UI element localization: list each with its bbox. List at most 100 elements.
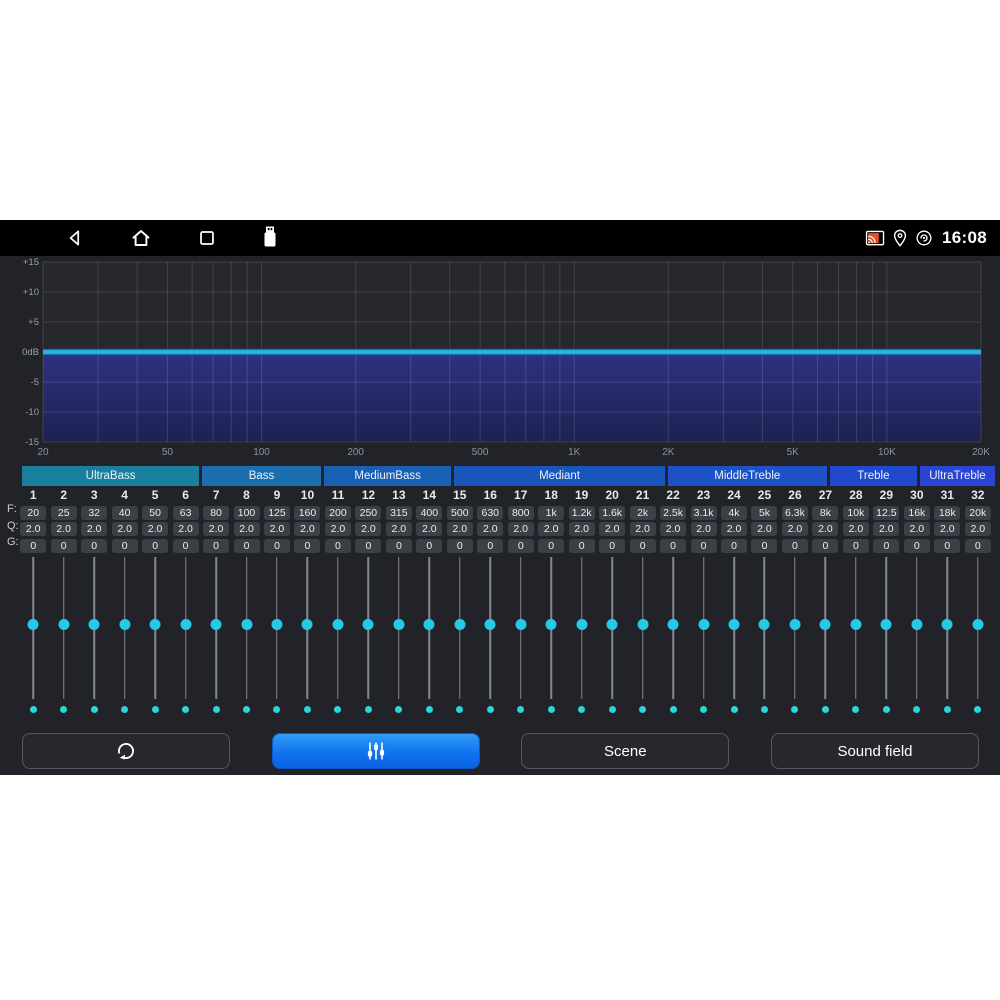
slider-thumb[interactable] xyxy=(301,618,313,630)
gain-slider[interactable] xyxy=(292,556,322,699)
band-q-value[interactable]: 2.0 xyxy=(477,522,504,536)
slider-thumb[interactable] xyxy=(180,618,192,630)
band-gain-value[interactable]: 0 xyxy=(934,538,961,553)
band-gain-value[interactable]: 0 xyxy=(385,538,412,553)
band-q-value[interactable]: 2.0 xyxy=(385,522,412,536)
band-gain-value[interactable]: 0 xyxy=(964,538,991,553)
band-gain-value[interactable]: 0 xyxy=(111,538,138,553)
band-frequency-value[interactable]: 3.1k xyxy=(690,505,717,520)
band-q-value[interactable]: 2.0 xyxy=(690,522,717,536)
gain-slider[interactable] xyxy=(445,556,475,699)
band-gain-value[interactable]: 0 xyxy=(599,538,626,553)
band-gain-value[interactable]: 0 xyxy=(568,538,595,553)
band-frequency-value[interactable]: 40 xyxy=(111,505,138,520)
gain-slider[interactable] xyxy=(963,556,993,699)
gain-slider[interactable] xyxy=(871,556,901,699)
band-frequency-value[interactable]: 315 xyxy=(385,505,412,520)
gain-slider[interactable] xyxy=(384,556,414,699)
band-frequency-value[interactable]: 20 xyxy=(20,505,47,520)
band-gain-value[interactable]: 0 xyxy=(263,538,290,553)
slider-thumb[interactable] xyxy=(911,618,923,630)
slider-thumb[interactable] xyxy=(758,618,770,630)
slider-thumb[interactable] xyxy=(850,618,862,630)
gain-slider[interactable] xyxy=(566,556,596,699)
band-q-value[interactable]: 2.0 xyxy=(751,522,778,536)
slider-thumb[interactable] xyxy=(972,618,984,630)
slider-thumb[interactable] xyxy=(576,618,588,630)
band-frequency-value[interactable]: 6.3k xyxy=(781,505,808,520)
gain-slider[interactable] xyxy=(688,556,718,699)
band-gain-value[interactable]: 0 xyxy=(751,538,778,553)
gain-slider[interactable] xyxy=(231,556,261,699)
sound-field-button[interactable]: Sound field xyxy=(770,733,979,769)
band-gain-value[interactable]: 0 xyxy=(660,538,687,553)
slider-thumb[interactable] xyxy=(698,618,710,630)
band-frequency-value[interactable]: 18k xyxy=(934,505,961,520)
slider-thumb[interactable] xyxy=(728,618,740,630)
band-frequency-value[interactable]: 1.2k xyxy=(568,505,595,520)
band-q-value[interactable]: 2.0 xyxy=(20,522,47,536)
gain-slider[interactable] xyxy=(48,556,78,699)
slider-thumb[interactable] xyxy=(606,618,618,630)
slider-thumb[interactable] xyxy=(241,618,253,630)
slider-thumb[interactable] xyxy=(789,618,801,630)
band-q-value[interactable]: 2.0 xyxy=(842,522,869,536)
slider-thumb[interactable] xyxy=(271,618,283,630)
band-gain-value[interactable]: 0 xyxy=(538,538,565,553)
band-q-value[interactable]: 2.0 xyxy=(263,522,290,536)
band-gain-value[interactable]: 0 xyxy=(233,538,260,553)
gain-slider[interactable] xyxy=(627,556,657,699)
gain-slider[interactable] xyxy=(719,556,749,699)
band-group-mediant[interactable]: Mediant xyxy=(454,466,665,486)
gain-slider[interactable] xyxy=(597,556,627,699)
gain-slider[interactable] xyxy=(201,556,231,699)
band-gain-value[interactable]: 0 xyxy=(507,538,534,553)
equalizer-button[interactable] xyxy=(271,733,480,769)
band-frequency-value[interactable]: 400 xyxy=(416,505,443,520)
band-q-value[interactable]: 2.0 xyxy=(934,522,961,536)
band-q-value[interactable]: 2.0 xyxy=(812,522,839,536)
slider-thumb[interactable] xyxy=(941,618,953,630)
slider-thumb[interactable] xyxy=(58,618,70,630)
band-q-value[interactable]: 2.0 xyxy=(172,522,199,536)
band-q-value[interactable]: 2.0 xyxy=(294,522,321,536)
band-q-value[interactable]: 2.0 xyxy=(81,522,108,536)
band-gain-value[interactable]: 0 xyxy=(477,538,504,553)
band-frequency-value[interactable]: 8k xyxy=(812,505,839,520)
gain-slider[interactable] xyxy=(506,556,536,699)
band-frequency-value[interactable]: 4k xyxy=(721,505,748,520)
band-group-treble[interactable]: Treble xyxy=(829,466,917,486)
band-gain-value[interactable]: 0 xyxy=(781,538,808,553)
gain-slider[interactable] xyxy=(536,556,566,699)
band-gain-value[interactable]: 0 xyxy=(172,538,199,553)
slider-thumb[interactable] xyxy=(332,618,344,630)
band-q-value[interactable]: 2.0 xyxy=(629,522,656,536)
band-q-value[interactable]: 2.0 xyxy=(50,522,77,536)
slider-thumb[interactable] xyxy=(484,618,496,630)
slider-thumb[interactable] xyxy=(515,618,527,630)
gain-slider[interactable] xyxy=(79,556,109,699)
band-gain-value[interactable]: 0 xyxy=(873,538,900,553)
band-gain-value[interactable]: 0 xyxy=(812,538,839,553)
band-frequency-value[interactable]: 80 xyxy=(203,505,230,520)
band-gain-value[interactable]: 0 xyxy=(294,538,321,553)
slider-thumb[interactable] xyxy=(667,618,679,630)
slider-thumb[interactable] xyxy=(27,618,39,630)
slider-thumb[interactable] xyxy=(880,618,892,630)
band-frequency-value[interactable]: 125 xyxy=(263,505,290,520)
slider-thumb[interactable] xyxy=(637,618,649,630)
band-gain-value[interactable]: 0 xyxy=(20,538,47,553)
gain-slider[interactable] xyxy=(18,556,48,699)
band-frequency-value[interactable]: 2.5k xyxy=(660,505,687,520)
slider-thumb[interactable] xyxy=(149,618,161,630)
gain-slider[interactable] xyxy=(323,556,353,699)
slider-thumb[interactable] xyxy=(210,618,222,630)
band-frequency-value[interactable]: 10k xyxy=(842,505,869,520)
slider-thumb[interactable] xyxy=(393,618,405,630)
reset-button[interactable] xyxy=(22,733,230,769)
band-frequency-value[interactable]: 2k xyxy=(629,505,656,520)
scene-button[interactable]: Scene xyxy=(521,733,730,769)
band-frequency-value[interactable]: 500 xyxy=(446,505,473,520)
band-frequency-value[interactable]: 100 xyxy=(233,505,260,520)
gain-slider[interactable] xyxy=(353,556,383,699)
